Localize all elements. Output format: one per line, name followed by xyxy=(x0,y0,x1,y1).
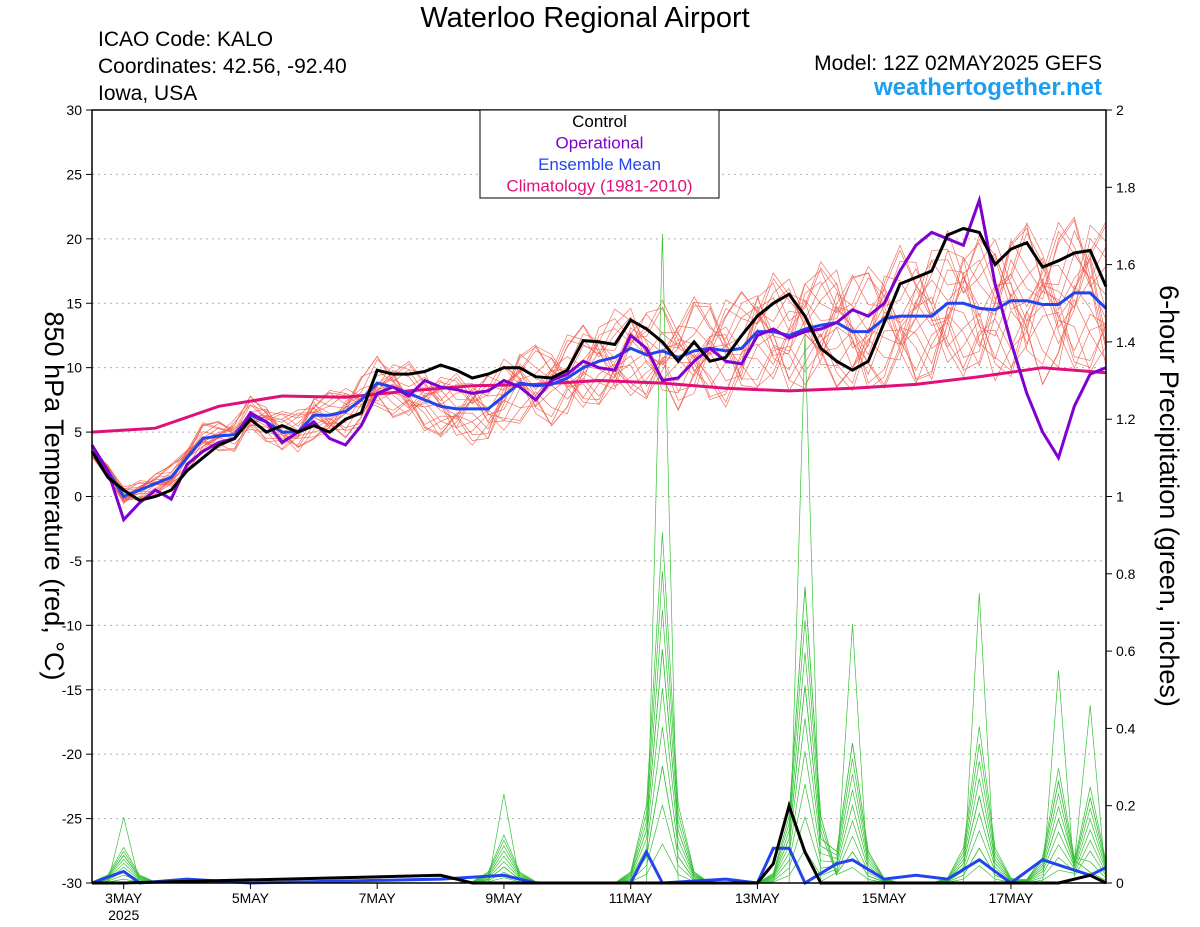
y-tick-label: 5 xyxy=(74,424,82,440)
series-lines xyxy=(90,194,1108,886)
plot-frame xyxy=(91,109,1107,884)
y2-tick-label: 0.8 xyxy=(1116,566,1136,582)
x-tick-label: 7MAY xyxy=(359,890,397,906)
x-tick-label: 15MAY xyxy=(862,890,908,906)
axes: 302520151050-5-10-15-20-25-3021.81.61.41… xyxy=(62,102,1136,923)
y2-tick-label: 1.2 xyxy=(1116,411,1136,427)
member-temperature-line xyxy=(91,222,1107,504)
member-temperature-line xyxy=(91,238,1107,491)
y-tick-label: 15 xyxy=(66,295,82,311)
member-precip-line xyxy=(91,233,1107,884)
icao-code: ICAO Code: KALO xyxy=(98,28,274,51)
member-precip-line xyxy=(92,586,1107,884)
member-temperature-line xyxy=(91,234,1107,498)
y2-axis-label: 6-hour Precipitation (green, inches) xyxy=(1154,285,1184,707)
model-run: Model: 12Z 02MAY2025 GEFS xyxy=(814,52,1102,75)
member-temperature-line xyxy=(91,224,1107,502)
x-tick-label: 17MAY xyxy=(989,890,1035,906)
member-temperature-line xyxy=(91,230,1107,499)
ensemble-mean-line xyxy=(90,291,1108,499)
x-tick-label: 13MAY xyxy=(735,890,781,906)
y2-tick-label: 0.6 xyxy=(1116,643,1136,659)
y2-tick-label: 0 xyxy=(1116,875,1124,891)
x-tick-label: 3MAY xyxy=(105,890,143,906)
y-tick-label: -15 xyxy=(62,682,82,698)
member-precip-line xyxy=(91,718,1107,884)
site-brand[interactable]: weathertogether.net xyxy=(873,74,1102,101)
legend: Control Operational Ensemble Mean Climatolo… xyxy=(479,109,720,199)
legend-box xyxy=(479,109,720,199)
x-tick-sublabel: 2025 xyxy=(108,907,139,923)
y-tick-label: 0 xyxy=(74,489,82,505)
y-tick-label: -20 xyxy=(62,746,82,762)
climatology-line xyxy=(91,366,1107,434)
legend-entry: Operational xyxy=(556,134,644,153)
page-title: Waterloo Regional Airport xyxy=(420,2,750,34)
member-temperature-line xyxy=(91,229,1107,488)
member-precip-line xyxy=(91,571,1107,884)
operational-line xyxy=(90,194,1107,523)
member-temperature-line xyxy=(91,244,1107,493)
x-tick-label: 11MAY xyxy=(609,890,653,906)
y-tick-label: 10 xyxy=(66,360,82,376)
y2-tick-label: 2 xyxy=(1116,102,1124,118)
legend-entry: Control xyxy=(572,112,627,131)
y-tick-label: -25 xyxy=(62,811,82,827)
y2-tick-label: 0.2 xyxy=(1116,798,1136,814)
legend-entry: Ensemble Mean xyxy=(538,155,661,174)
member-temperature-line xyxy=(91,249,1107,491)
y-tick-label: 30 xyxy=(66,102,82,118)
y2-tick-label: 1.8 xyxy=(1116,179,1136,195)
y-tick-label: -5 xyxy=(70,553,83,569)
y-tick-label: -10 xyxy=(62,617,82,633)
y2-tick-label: 0.4 xyxy=(1116,720,1136,736)
y-tick-label: -30 xyxy=(62,875,82,891)
x-tick-label: 9MAY xyxy=(485,890,523,906)
x-tick-label: 5MAY xyxy=(232,890,270,906)
member-temperature-line xyxy=(91,224,1107,502)
y-tick-label: 20 xyxy=(66,231,82,247)
gridlines xyxy=(92,173,1106,820)
ensemble-members xyxy=(91,216,1107,884)
member-temperature-line xyxy=(91,238,1107,495)
y2-tick-label: 1 xyxy=(1116,489,1124,505)
coordinates: Coordinates: 42.56, -92.40 xyxy=(98,55,347,78)
y-tick-label: 25 xyxy=(66,166,82,182)
y2-tick-label: 1.4 xyxy=(1116,334,1136,350)
legend-entry: Climatology (1981-2010) xyxy=(506,177,692,196)
member-precip-line xyxy=(91,532,1107,884)
y2-tick-label: 1.6 xyxy=(1116,257,1136,273)
member-precip-line xyxy=(91,685,1107,884)
member-precip-line xyxy=(92,586,1107,884)
y-axis-label: 850 hPa Temperature (red, °C) xyxy=(39,312,69,681)
member-precip-line xyxy=(91,619,1107,884)
member-temperature-line xyxy=(91,227,1107,504)
member-precip-line xyxy=(91,685,1107,884)
member-temperature-line xyxy=(91,216,1107,500)
member-precip-line xyxy=(91,623,1107,884)
region-label: Iowa, USA xyxy=(98,82,198,105)
member-temperature-line xyxy=(91,221,1107,499)
member-precip-line xyxy=(91,593,1107,884)
control-line xyxy=(90,226,1108,503)
